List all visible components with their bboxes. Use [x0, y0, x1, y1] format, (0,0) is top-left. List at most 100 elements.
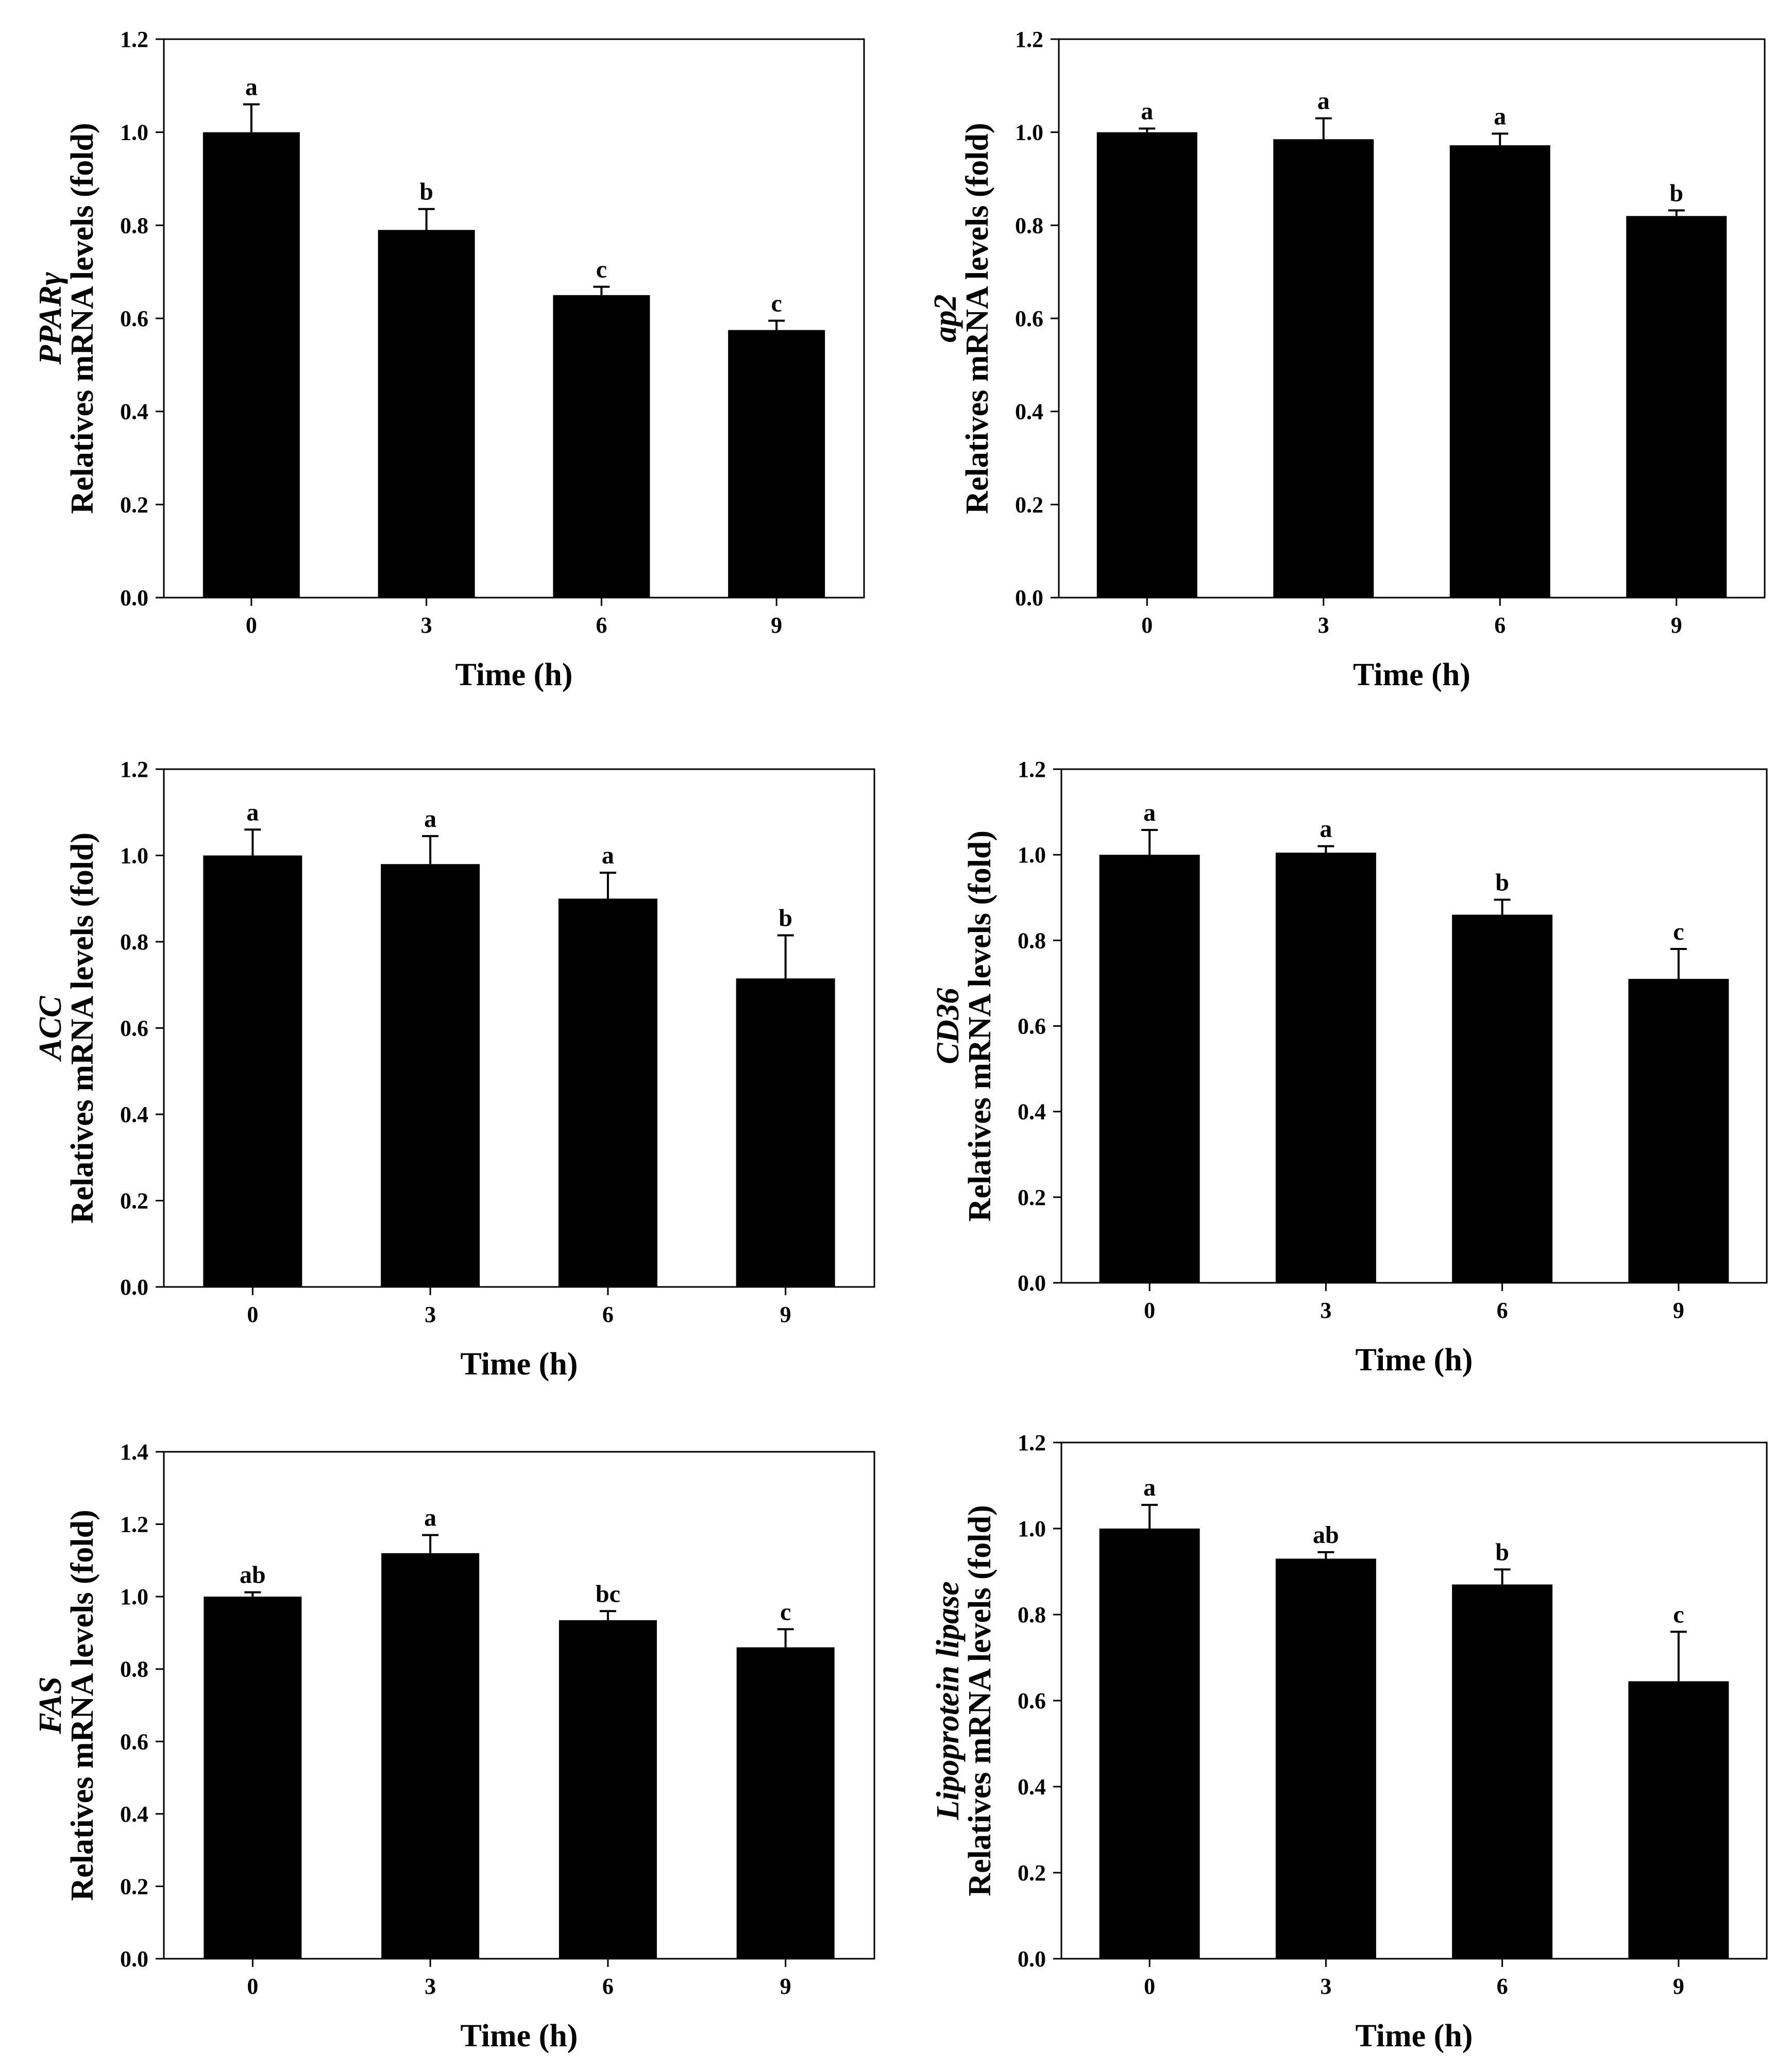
y-axis-gene-label: FAS	[33, 1676, 68, 1735]
significance-label: b	[1669, 179, 1683, 207]
significance-label: a	[602, 842, 614, 869]
significance-label: b	[1495, 869, 1509, 896]
chart-panel-5: 0.0 0.2 0.4 0.6 0.8 1.0 1.2 1.4 ab 0 a 3 bc 6 c 9 Time (…	[33, 1439, 875, 2054]
y-tick-label: 0.6	[120, 1729, 148, 1754]
y-axis-gene-label: Lipoprotein lipase	[931, 1581, 966, 1820]
y-tick-label: 1.0	[120, 1584, 148, 1609]
significance-label: a	[1141, 97, 1153, 125]
x-tick-label: 6	[602, 1302, 614, 1327]
y-tick-label: 0.4	[1015, 399, 1043, 425]
x-axis-title: Time (h)	[1356, 1343, 1473, 1378]
y-tick-label: 1.2	[1018, 1430, 1046, 1455]
y-tick-label: 1.2	[120, 757, 148, 782]
x-tick-label: 3	[425, 1302, 436, 1327]
x-tick-label: 0	[1144, 1974, 1155, 1999]
bar	[1452, 914, 1553, 1283]
x-tick-label: 9	[1673, 1298, 1684, 1323]
y-tick-label: 0.6	[1018, 1688, 1046, 1713]
x-tick-label: 9	[780, 1974, 791, 1999]
plot-frame	[163, 1451, 875, 1960]
y-tick-label: 1.0	[120, 843, 148, 869]
chart-panel-6: 0.0 0.2 0.4 0.6 0.8 1.0 1.2 a 0 ab 3 b 6 c 9 Time (h) Re…	[931, 1430, 1768, 2054]
significance-label: c	[780, 1598, 791, 1625]
x-tick-label: 3	[421, 613, 432, 638]
y-tick-label: 0.8	[1015, 213, 1043, 238]
x-tick-label: 6	[1497, 1298, 1508, 1323]
bar	[553, 295, 650, 598]
y-tick-label: 0.6	[1018, 1014, 1046, 1039]
chart-panel-2: 0.0 0.2 0.4 0.6 0.8 1.0 1.2 a 0 a 3 a 6 b 9 Time (h) Rel…	[928, 27, 1766, 692]
significance-label: c	[1673, 1601, 1684, 1628]
chart-panel-3: 0.0 0.2 0.4 0.6 0.8 1.0 1.2 a 0 a 3 a 6 b 9 Time (h) Rel…	[33, 757, 875, 1382]
x-tick-label: 9	[780, 1302, 791, 1327]
y-tick-label: 0.0	[120, 585, 148, 610]
y-tick-label: 0.0	[1015, 585, 1043, 610]
y-tick-label: 1.2	[120, 1512, 148, 1537]
y-tick-label: 0.4	[1018, 1099, 1046, 1125]
y-axis-gene-label: ACC	[33, 996, 68, 1062]
bar	[378, 230, 475, 598]
bar	[728, 330, 825, 598]
y-tick-label: 0.8	[120, 1657, 148, 1682]
chart-panel-1: 0.0 0.2 0.4 0.6 0.8 1.0 1.2 a 0 b 3 c 6 c 9 Time (h) Rel…	[33, 27, 865, 692]
y-axis-gene-label: CD36	[931, 988, 966, 1064]
x-tick-label: 0	[247, 1974, 258, 1999]
bar	[1096, 132, 1197, 598]
bar	[1275, 853, 1376, 1283]
significance-label: a	[245, 73, 258, 100]
bar	[1628, 1681, 1729, 1959]
x-axis-title: Time (h)	[461, 2018, 578, 2054]
bar	[1275, 1558, 1376, 1959]
bar	[1626, 216, 1727, 598]
x-tick-label: 3	[1320, 1298, 1331, 1323]
bar	[559, 1620, 657, 1959]
y-tick-label: 0.8	[1018, 1602, 1046, 1627]
y-tick-label: 1.4	[120, 1439, 148, 1465]
x-tick-label: 3	[1320, 1974, 1331, 1999]
bar	[558, 898, 657, 1287]
y-tick-label: 0.6	[120, 1016, 148, 1041]
significance-label: c	[771, 290, 782, 317]
significance-label: c	[1673, 918, 1684, 945]
bar	[204, 1597, 302, 1959]
significance-label: a	[1320, 816, 1332, 843]
y-tick-label: 1.0	[1015, 120, 1043, 145]
bar	[381, 864, 480, 1287]
x-tick-label: 9	[1673, 1974, 1684, 1999]
x-tick-label: 6	[602, 1974, 614, 1999]
x-axis-title: Time (h)	[455, 657, 573, 692]
y-tick-label: 0.8	[120, 213, 148, 238]
x-tick-label: 3	[1318, 613, 1329, 638]
bar	[736, 1647, 835, 1959]
y-axis-title: Relatives mRNA levels (fold)	[962, 1505, 998, 1896]
y-axis-gene-label: PPARγ	[33, 272, 68, 365]
y-tick-label: 0.2	[120, 1874, 148, 1899]
x-tick-label: 9	[1671, 613, 1682, 638]
x-tick-label: 0	[1141, 613, 1153, 638]
y-tick-label: 0.0	[1018, 1946, 1046, 1972]
y-tick-label: 0.0	[120, 1946, 148, 1972]
bar	[202, 132, 300, 598]
significance-label: b	[1495, 1538, 1509, 1566]
bar	[381, 1553, 480, 1959]
bar	[736, 978, 835, 1287]
y-tick-label: 0.0	[120, 1275, 148, 1300]
x-axis-title: Time (h)	[461, 1347, 578, 1382]
x-tick-label: 9	[771, 613, 782, 638]
y-tick-label: 0.4	[1018, 1774, 1046, 1800]
significance-label: a	[1317, 88, 1330, 115]
bar	[1099, 1529, 1200, 1959]
x-tick-label: 0	[247, 1302, 258, 1327]
y-tick-label: 0.2	[1018, 1185, 1046, 1210]
significance-label: c	[596, 256, 607, 283]
x-tick-label: 6	[596, 613, 607, 638]
y-tick-label: 0.8	[120, 929, 148, 955]
significance-label: ab	[1313, 1521, 1339, 1549]
y-tick-label: 0.4	[120, 399, 148, 425]
y-axis-title: Relatives mRNA levels (fold)	[960, 123, 995, 514]
x-tick-label: 6	[1494, 613, 1506, 638]
y-tick-label: 1.0	[1018, 1516, 1046, 1541]
x-axis-title: Time (h)	[1353, 657, 1470, 692]
bar	[1449, 145, 1550, 598]
